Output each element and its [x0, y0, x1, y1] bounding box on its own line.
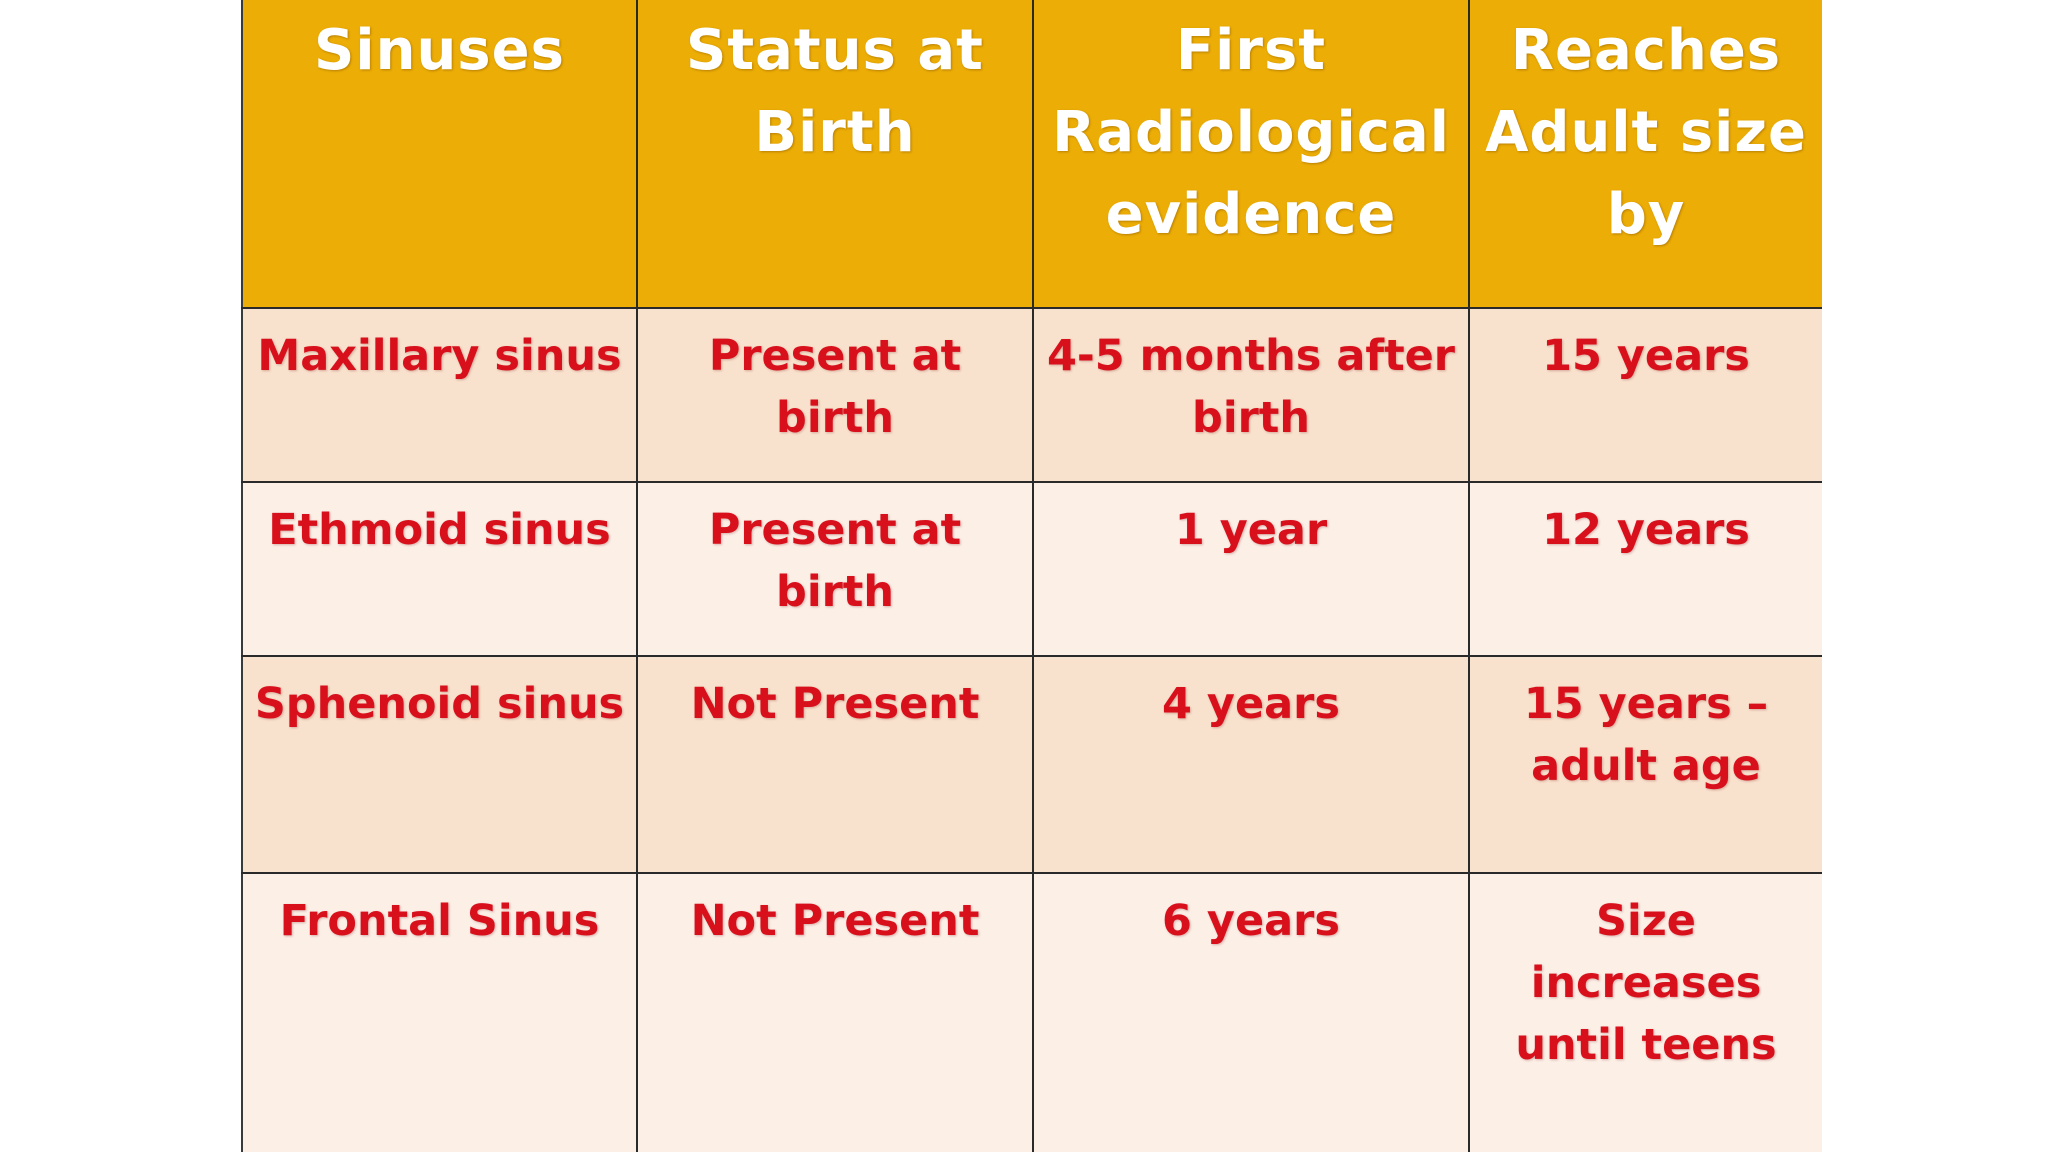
header-first-radiological-evidence: First Radiological evidence — [1032, 0, 1470, 309]
table-cell-adult-size: 15 years — [1468, 307, 1822, 483]
table-row-frontal: Frontal Sinus Not Present 6 years Size i… — [241, 872, 1822, 1152]
table-cell-adult-size: Size increases until teens — [1468, 872, 1822, 1152]
table-header-row: Sinuses Status at Birth First Radiologic… — [241, 0, 1822, 309]
header-status-at-birth: Status at Birth — [636, 0, 1034, 309]
table-cell-first-evidence: 4 years — [1032, 655, 1470, 874]
table-cell-sinus: Ethmoid sinus — [241, 481, 638, 657]
table-cell-status: Present at birth — [636, 307, 1034, 483]
header-reaches-adult-size-by: Reaches Adult size by — [1468, 0, 1822, 309]
table-cell-first-evidence: 4-5 months after birth — [1032, 307, 1470, 483]
table-row-sphenoid: Sphenoid sinus Not Present 4 years 15 ye… — [241, 655, 1822, 874]
table-cell-first-evidence: 6 years — [1032, 872, 1470, 1152]
table-cell-first-evidence: 1 year — [1032, 481, 1470, 657]
table-row-maxillary: Maxillary sinus Present at birth 4-5 mon… — [241, 307, 1822, 483]
header-sinuses: Sinuses — [241, 0, 638, 309]
sinus-development-table: Sinuses Status at Birth First Radiologic… — [241, 0, 1822, 1152]
table-cell-sinus: Maxillary sinus — [241, 307, 638, 483]
table-cell-status: Present at birth — [636, 481, 1034, 657]
table-cell-sinus: Sphenoid sinus — [241, 655, 638, 874]
table-cell-status: Not Present — [636, 872, 1034, 1152]
table-cell-sinus: Frontal Sinus — [241, 872, 638, 1152]
table-cell-adult-size: 12 years — [1468, 481, 1822, 657]
table-cell-status: Not Present — [636, 655, 1034, 874]
table-cell-adult-size: 15 years – adult age — [1468, 655, 1822, 874]
table-row-ethmoid: Ethmoid sinus Present at birth 1 year 12… — [241, 481, 1822, 657]
